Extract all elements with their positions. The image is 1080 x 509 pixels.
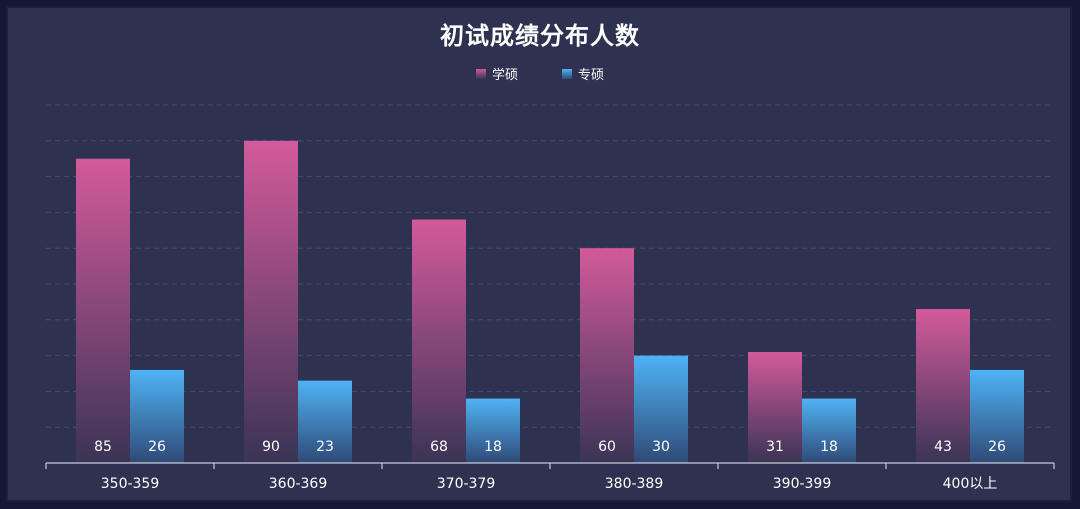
x-tick-label: 390-399 <box>773 476 832 492</box>
legend: 学硕 专硕 <box>0 64 1080 83</box>
bar-zhuanshuo-0[interactable] <box>130 369 184 463</box>
x-axis: 350-359 360-369 370-379 380-389 390-399 400以上 <box>45 462 1055 492</box>
bar-xueshuo-4[interactable] <box>748 352 802 463</box>
grid-lines <box>46 104 1054 428</box>
data-label-0-3: 60 <box>598 439 616 455</box>
data-label-0-5: 43 <box>934 439 952 455</box>
bar-zhuanshuo-2[interactable] <box>466 398 520 463</box>
data-label-1-1: 23 <box>316 439 334 455</box>
bar-xueshuo-1[interactable] <box>244 140 298 464</box>
bar-xueshuo-5[interactable] <box>916 309 970 463</box>
data-label-1-2: 18 <box>484 439 502 455</box>
x-tick-label: 370-379 <box>437 476 496 492</box>
bar-xueshuo-3[interactable] <box>580 248 634 463</box>
bar-xueshuo-0[interactable] <box>76 158 130 463</box>
data-label-0-0: 85 <box>94 439 112 455</box>
x-tick-label: 380-389 <box>605 476 664 492</box>
x-tick-label: 360-369 <box>269 476 328 492</box>
x-tick-label: 350-359 <box>101 476 160 492</box>
bar-zhuanshuo-4[interactable] <box>802 398 856 463</box>
data-label-1-3: 30 <box>652 439 670 455</box>
bars <box>76 140 1024 464</box>
data-label-0-1: 90 <box>262 439 280 455</box>
bar-zhuanshuo-3[interactable] <box>634 355 688 463</box>
legend-label-series-0: 学硕 <box>491 68 518 83</box>
data-labels: 85 26 90 23 68 18 60 30 31 18 43 26 <box>94 439 1006 455</box>
data-label-0-4: 31 <box>766 439 784 455</box>
bar-xueshuo-2[interactable] <box>412 219 466 463</box>
legend-label-series-1: 专硕 <box>578 68 605 83</box>
legend-item-series-0[interactable]: 学硕 <box>475 64 518 83</box>
data-label-0-2: 68 <box>430 439 448 455</box>
bar-zhuanshuo-1[interactable] <box>298 380 352 463</box>
data-label-1-0: 26 <box>148 439 166 455</box>
data-label-1-5: 26 <box>988 439 1006 455</box>
bar-zhuanshuo-5[interactable] <box>970 369 1024 463</box>
data-label-1-4: 18 <box>820 439 838 455</box>
legend-item-series-1[interactable]: 专硕 <box>562 64 604 83</box>
legend-swatch-series-1 <box>562 68 572 79</box>
legend-swatch-series-0 <box>475 68 486 79</box>
x-tick-label: 400以上 <box>943 476 998 492</box>
chart-title: 初试成绩分布人数 <box>440 22 640 50</box>
